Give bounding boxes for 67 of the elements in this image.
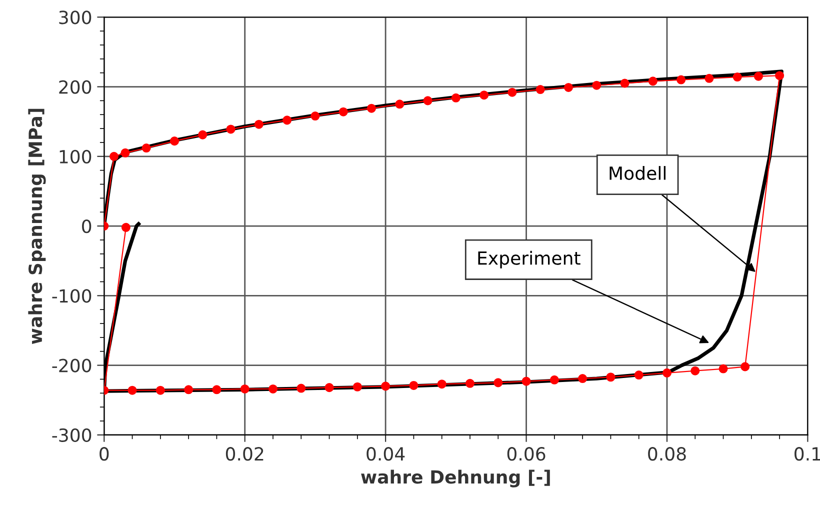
y-tick-label: -200	[52, 358, 92, 372]
y-tick-label: -300	[52, 428, 92, 442]
y-tick-label: 200	[59, 80, 92, 94]
point	[508, 88, 517, 97]
point	[564, 82, 574, 92]
point	[437, 380, 446, 389]
point	[690, 366, 700, 376]
point	[409, 380, 418, 390]
point	[606, 372, 616, 382]
point	[338, 107, 348, 116]
point	[732, 72, 742, 82]
point	[620, 78, 630, 88]
y-tick-label: 300	[59, 10, 92, 24]
x-tick-label: 0.06	[507, 447, 546, 461]
point	[156, 386, 165, 395]
point	[395, 100, 404, 109]
point	[550, 375, 559, 384]
point	[268, 384, 278, 394]
point	[282, 116, 292, 125]
x-tick-label: 0	[100, 447, 109, 461]
point	[592, 80, 602, 90]
point	[704, 74, 714, 83]
point	[381, 382, 390, 391]
point	[423, 96, 432, 106]
point	[226, 124, 236, 134]
point	[662, 368, 672, 378]
point	[212, 385, 222, 394]
point	[352, 382, 362, 392]
y-tick-label: 100	[60, 150, 92, 164]
point	[120, 148, 130, 158]
point	[366, 104, 376, 113]
point	[718, 364, 728, 374]
annotation: Modell	[610, 166, 666, 180]
point	[310, 111, 320, 121]
x-axis-title: wahre Dehnung [-]	[361, 470, 550, 488]
point	[536, 85, 545, 94]
annotation: Experiment	[478, 250, 580, 268]
point	[109, 152, 119, 161]
point	[451, 93, 460, 102]
point	[494, 378, 503, 388]
point	[121, 222, 130, 232]
point	[634, 370, 644, 380]
point	[324, 383, 334, 392]
point	[480, 90, 489, 100]
point	[296, 384, 306, 393]
x-tick-label: 0.04	[366, 447, 405, 461]
point	[128, 386, 137, 395]
point	[465, 378, 475, 388]
point	[142, 144, 151, 153]
x-tick-label: 0.1	[794, 447, 820, 461]
point	[648, 76, 658, 86]
point	[522, 376, 531, 386]
point	[254, 120, 264, 129]
point	[740, 362, 750, 372]
point	[198, 130, 208, 140]
x-tick-label: 0.08	[648, 447, 686, 461]
y-axis-title: wahre Spannung [MPa]	[28, 108, 46, 344]
point	[676, 75, 686, 84]
point	[170, 136, 180, 146]
point	[184, 385, 194, 394]
point	[240, 384, 250, 394]
x-tick-label: 0.02	[226, 447, 264, 461]
point	[578, 374, 588, 384]
point	[775, 71, 784, 80]
point	[754, 72, 763, 81]
y-tick-label: 0	[82, 219, 92, 234]
y-tick-label: -100	[52, 289, 92, 303]
